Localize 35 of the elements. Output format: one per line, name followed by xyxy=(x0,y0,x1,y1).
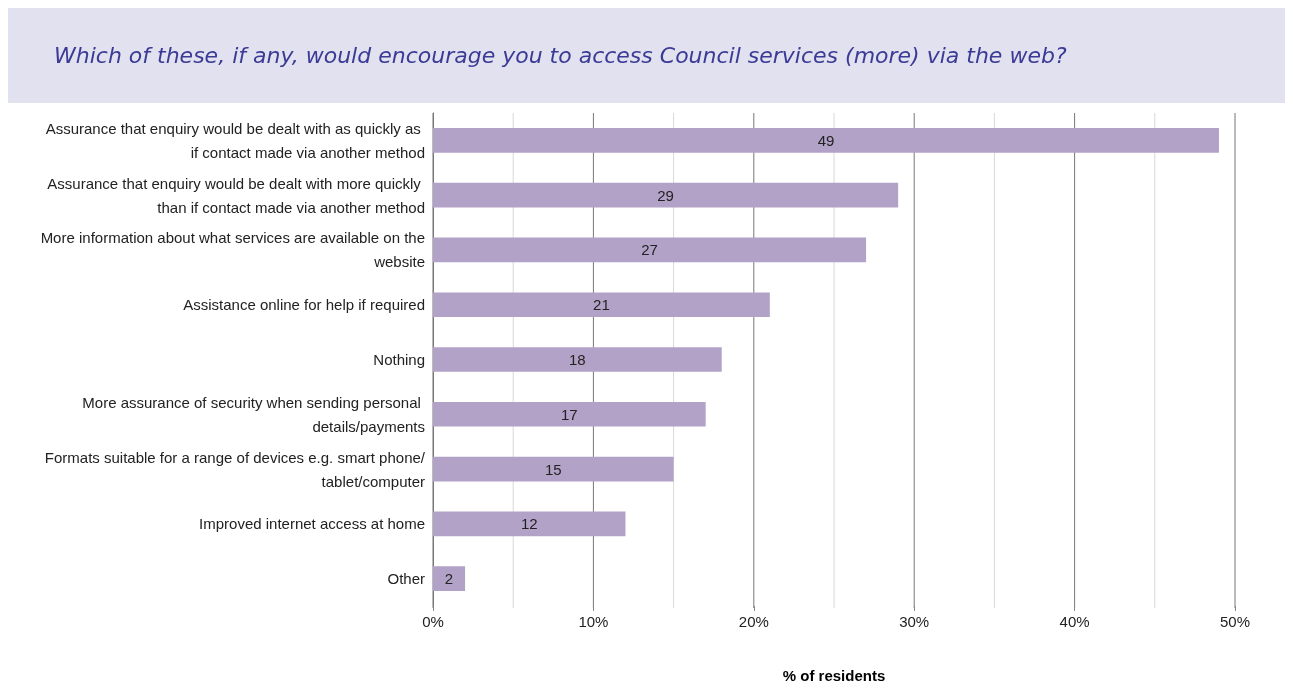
bar xyxy=(433,347,722,372)
bar xyxy=(433,401,706,427)
data-label: 15 xyxy=(544,460,562,478)
bar xyxy=(433,128,1219,153)
x-tick-label: 40% xyxy=(1059,613,1090,630)
bar xyxy=(433,237,867,263)
data-label: 29 xyxy=(657,186,674,204)
data-label: 27 xyxy=(641,241,658,259)
bar xyxy=(433,566,466,591)
data-label: 21 xyxy=(593,296,610,314)
y-tick-label: Nothing xyxy=(373,351,425,368)
x-tick-label: 10% xyxy=(578,613,609,630)
x-axis-title: % of residents xyxy=(782,667,886,684)
x-tick-label: 20% xyxy=(738,613,769,630)
bar xyxy=(433,292,770,318)
bar xyxy=(433,182,899,208)
data-label: 49 xyxy=(817,131,835,149)
x-tick-label: 0% xyxy=(422,613,444,630)
bar xyxy=(433,511,626,537)
y-tick-label: Formats suitable for a range of devices e.g. smart phone/tablet/computer xyxy=(44,448,426,490)
bar xyxy=(433,456,674,482)
data-label: 12 xyxy=(520,515,538,533)
y-tick-label: More information about what services are available on the website xyxy=(40,229,425,271)
chart-title: Which of these, if any, would encourage you to access Council services (more) via the web? xyxy=(54,43,1067,68)
x-tick-label: 30% xyxy=(899,613,930,630)
y-tick-label: Assistance online for help if required xyxy=(183,296,425,314)
data-label: 2 xyxy=(444,570,454,588)
y-tick-label: More assurance of security when sending personal details/payments xyxy=(82,393,425,435)
y-tick-label: Improved internet access at home xyxy=(199,515,425,533)
data-label: 17 xyxy=(561,405,578,423)
y-tick-label: Assurance that enquiry would be dealt with more quickly than if contact made via another method xyxy=(47,174,425,216)
y-tick-label: Assurance that enquiry would be dealt with as quickly as if contact made via another method xyxy=(45,119,425,161)
y-tick-label: Other xyxy=(387,570,425,588)
x-tick-label: 50% xyxy=(1219,613,1251,630)
data-label: 18 xyxy=(569,351,586,368)
